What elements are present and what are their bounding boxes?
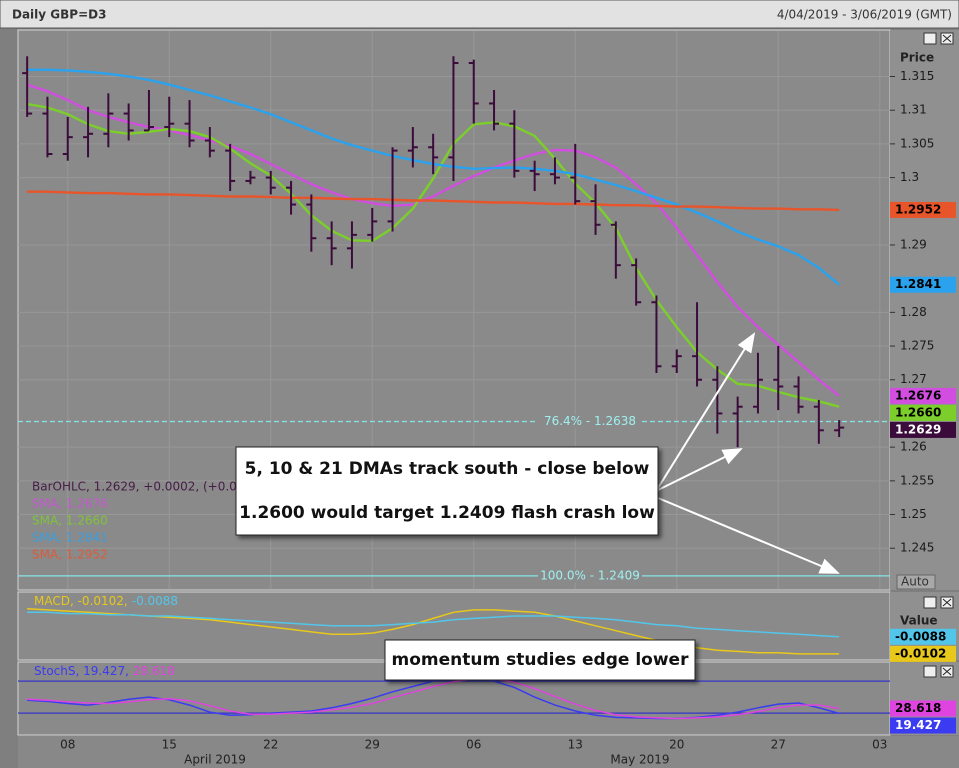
- series-line: [27, 190, 840, 212]
- y-tick-label: 1.245: [900, 541, 934, 555]
- y-axis-title: Price: [900, 51, 934, 65]
- x-tick-label: 03: [872, 738, 887, 752]
- close-icon: [942, 667, 952, 676]
- value-tag-label: 1.2952: [895, 202, 941, 216]
- y-tick-label: 1.31: [900, 103, 927, 117]
- restore-button[interactable]: [923, 32, 937, 45]
- y-tick-label: 1.27: [900, 372, 927, 386]
- x-tick-label: 06: [466, 738, 481, 752]
- auto-button: [896, 574, 936, 590]
- fib-label: 100.0% - 1.2409: [540, 568, 640, 582]
- value-tag-label: -0.0102: [895, 646, 946, 660]
- annotation-text: momentum studies edge lower: [392, 650, 690, 670]
- value-tag-label: 19.427: [895, 718, 941, 732]
- value-tag: [890, 645, 956, 662]
- arrow: [657, 497, 840, 574]
- legend-entry: MACD, -0.0102,: [34, 594, 128, 608]
- series-line: [27, 678, 840, 720]
- value-tag: [890, 404, 956, 421]
- grid: [18, 31, 895, 714]
- y-tick-label: 1.29: [900, 237, 927, 251]
- value-tag: [890, 700, 956, 717]
- value-tag-label: 28.618: [895, 701, 941, 715]
- legend-entry: SMA, 1.2952: [32, 548, 108, 562]
- x-tick-label: 13: [568, 738, 583, 752]
- legend-entry: SMA, 1.2841: [32, 531, 108, 545]
- annotations: 5, 10 & 21 DMAs track south - close belo…: [235, 332, 840, 681]
- x-axis-strip: [18, 736, 959, 768]
- value-tag-label: -0.0088: [895, 629, 946, 643]
- value-tag: [890, 387, 956, 404]
- window-buttons: [923, 32, 954, 678]
- legend-entry: SMA, 1.2676: [32, 497, 108, 511]
- header-bar: [0, 0, 959, 29]
- header-title: Daily GBP=D3: [12, 8, 106, 22]
- legend-entry: -0.0088: [132, 594, 178, 608]
- arrow: [657, 448, 743, 491]
- legend: StochS, 19.427, 28.618: [34, 664, 175, 678]
- annotation-box: [235, 446, 659, 536]
- value-tag: [890, 628, 956, 645]
- legend-entry: BarOHLC, 1.2629, +0.0002, (+0.0: [32, 480, 237, 494]
- y-tick-label: 1.275: [900, 339, 934, 353]
- value-tag-label: 1.2660: [895, 405, 941, 419]
- value-tag-label: 1.2629: [895, 422, 941, 436]
- value-tag: [890, 717, 956, 734]
- labels: 08 15 22 29 06 13 20 27 03 April 2019 May 2019 Pric…: [32, 51, 956, 767]
- series-line: [27, 611, 840, 638]
- legend-entry: SMA, 1.2660: [32, 514, 108, 528]
- restore-button[interactable]: [923, 665, 937, 678]
- value-tag: [890, 421, 956, 438]
- annotation-text: 5, 10 & 21 DMAs track south - close belo…: [245, 459, 650, 479]
- x-tick-label: 29: [365, 738, 380, 752]
- y-tick-label: 1.26: [900, 440, 927, 454]
- header-range: 4/04/2019 - 3/06/2019 (GMT): [777, 8, 952, 22]
- fib-label-bg: [538, 568, 642, 583]
- restore-button[interactable]: [923, 596, 937, 609]
- y-tick-label: 1.305: [900, 136, 934, 150]
- value-tag-label: 1.2676: [895, 388, 941, 402]
- fib-label: 76.4% - 1.2638: [544, 414, 636, 428]
- x-tick-label: 22: [263, 738, 278, 752]
- legend: MACD, -0.0102, -0.0088: [34, 594, 178, 608]
- series-line: [26, 102, 840, 408]
- month-label: May 2019: [610, 753, 669, 767]
- fib-label-bg: [538, 414, 642, 429]
- marks: [22, 56, 845, 720]
- annotation-text: 1.2600 would target 1.2409 flash crash l…: [239, 503, 655, 523]
- series-line: [27, 607, 840, 655]
- arrow: [657, 332, 756, 489]
- value-tag: [890, 201, 956, 218]
- legend-entry: 28.618: [133, 664, 175, 678]
- x-tick-label: 08: [60, 738, 75, 752]
- annotation-box: [384, 639, 696, 681]
- x-tick-label: 20: [669, 738, 684, 752]
- price-axis: [890, 30, 959, 590]
- value-tag-label: 1.2841: [895, 277, 941, 291]
- y-axis-title: Value: [900, 614, 938, 628]
- y-tick-label: 1.315: [900, 69, 934, 83]
- value-tag: [890, 276, 956, 293]
- month-label: April 2019: [184, 753, 246, 767]
- y-tick-label: 1.255: [900, 473, 934, 487]
- y-tick-label: 1.25: [900, 507, 927, 521]
- x-tick-label: 15: [162, 738, 177, 752]
- legend-entry: StochS, 19.427,: [34, 664, 129, 678]
- close-icon: [942, 34, 952, 43]
- y-tick-label: 1.3: [900, 170, 919, 184]
- y-tick-label: 1.28: [900, 305, 927, 319]
- close-icon: [942, 598, 952, 607]
- auto-label: Auto: [901, 575, 929, 589]
- x-tick-label: 27: [771, 738, 786, 752]
